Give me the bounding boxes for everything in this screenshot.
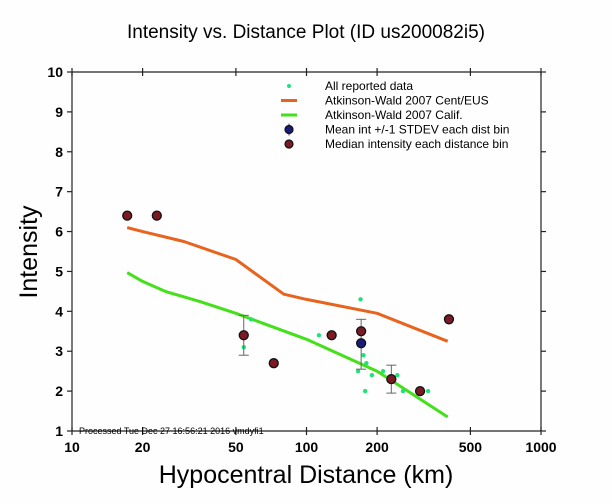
median-intensity-point — [386, 373, 397, 385]
y-tick-label: 1 — [55, 423, 63, 439]
y-tick-label: 9 — [55, 104, 63, 120]
x-tick-label: 200 — [365, 439, 389, 455]
y-tick-label: 6 — [55, 224, 63, 240]
reported-data-point — [316, 333, 322, 338]
reported-data-point — [369, 372, 375, 378]
x-tick-label: 1000 — [525, 439, 556, 455]
median-intensity-point — [238, 330, 249, 341]
median-intensity-point — [122, 210, 133, 221]
processed-footnote: Processed Tue Dec 27 16:56:21 2016 vmdyf… — [79, 426, 264, 436]
legend-entry-label: Median intensity each distance bin — [325, 137, 508, 151]
legend-point-swatch — [287, 84, 291, 88]
median-intensity-point — [414, 385, 426, 397]
model-curve-line — [126, 226, 449, 343]
mean-intensity-point — [355, 338, 367, 349]
x-tick-label: 500 — [459, 439, 483, 455]
reported-data-point — [395, 372, 400, 378]
reported-data-point — [364, 360, 369, 366]
x-tick-label: 50 — [228, 439, 244, 455]
x-tick-label: 10 — [64, 439, 80, 455]
x-tick-label: 100 — [295, 439, 319, 455]
y-tick-label: 2 — [55, 383, 63, 399]
y-tick-label: 5 — [55, 263, 63, 279]
reported-data-point — [355, 368, 361, 374]
y-axis: 1 2 3 4 5 6 7 8 9 10 — [47, 64, 546, 439]
reported-data-point — [400, 388, 406, 394]
reported-data-point — [363, 388, 368, 394]
reported-data-point — [380, 368, 386, 374]
y-tick-label: 8 — [55, 144, 63, 160]
x-axis-label: Hypocentral Distance (km) — [159, 461, 454, 489]
legend-entry-label: All reported data — [325, 79, 413, 93]
y-tick-label: 10 — [47, 64, 63, 80]
reported-data-point — [248, 317, 254, 322]
legend-entry-label: Mean int +/-1 STDEV each dist bin — [325, 123, 509, 137]
median-intensity-point — [151, 210, 162, 221]
legend-mean-swatch — [284, 124, 294, 135]
reported-data-point — [361, 353, 366, 358]
legend-entry-label: Atkinson-Wald 2007 Calif. — [325, 108, 463, 122]
data-marks — [122, 210, 455, 419]
x-axis: 10 20 50 100 200 500 1000 — [64, 68, 557, 455]
y-tick-label: 3 — [55, 343, 63, 359]
median-intensity-point — [443, 314, 455, 325]
legend-median-swatch — [284, 139, 294, 149]
median-intensity-point — [268, 358, 279, 369]
y-tick-label: 7 — [55, 184, 63, 200]
median-intensity-point — [326, 330, 337, 341]
x-tick-label: 20 — [135, 439, 151, 455]
reported-data-point — [358, 297, 363, 302]
chart-title: Intensity vs. Distance Plot (ID us200082… — [127, 22, 485, 43]
model-curve-line — [126, 271, 449, 419]
y-tick-label: 4 — [55, 303, 63, 319]
median-intensity-point — [355, 326, 367, 337]
reported-data-point — [425, 388, 431, 394]
legend-entry-label: Atkinson-Wald 2007 Cent/EUS — [325, 94, 489, 108]
y-axis-label: Intensity — [15, 205, 43, 299]
